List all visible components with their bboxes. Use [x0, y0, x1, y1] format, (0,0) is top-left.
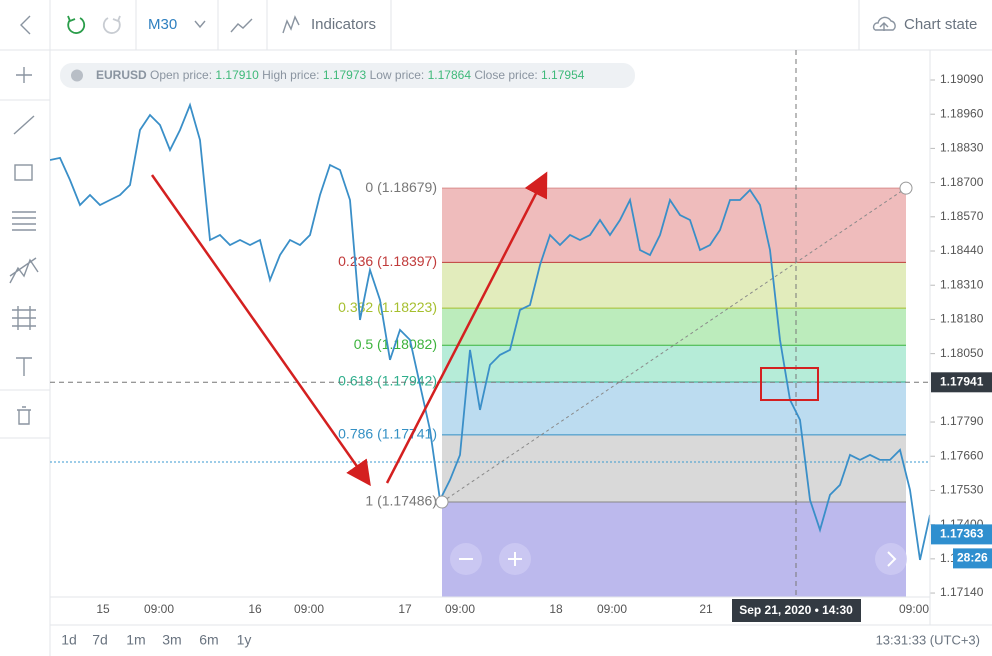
- low-label: Low price:: [370, 68, 425, 82]
- y-tick-label: 1.18440: [940, 243, 984, 257]
- info-line: Open price: 1.17910 High price: 1.17973 …: [150, 68, 585, 82]
- y-tick-label: 1.18960: [940, 106, 984, 120]
- x-tick-label: 15: [96, 602, 110, 616]
- fib-handle[interactable]: [899, 181, 913, 195]
- y-tick-label: 1.18570: [940, 209, 984, 223]
- y-tick-label: 1.17790: [940, 414, 984, 428]
- high-label: High price:: [262, 68, 319, 82]
- pattern-tool[interactable]: [9, 257, 39, 284]
- fib-level-label: 0.786 (1.17741): [338, 426, 437, 442]
- chart-state-icon: [872, 16, 896, 31]
- line-tool[interactable]: [13, 115, 35, 135]
- countdown: 28:26: [957, 551, 988, 565]
- highlight-box: [760, 367, 819, 401]
- y-tick-label: 1.18180: [940, 312, 984, 326]
- price-line: [50, 102, 930, 561]
- timeframe-dropdown[interactable]: [194, 20, 206, 29]
- fib-band: [442, 262, 906, 309]
- close-label: Close price:: [474, 68, 537, 82]
- fib-handle[interactable]: [435, 495, 449, 509]
- undo-button[interactable]: [67, 15, 86, 34]
- fib-band: [442, 434, 906, 503]
- channel-tool[interactable]: [12, 306, 36, 330]
- x-tick-label: 09:00: [597, 602, 627, 616]
- sidebar: [0, 50, 51, 656]
- y-tick-label: 1.17530: [940, 483, 984, 497]
- close-value: 1.17954: [541, 68, 585, 82]
- y-tick-label: 1.18310: [940, 277, 984, 291]
- x-tick-label: 17: [398, 602, 412, 616]
- x-tick-label: 09:00: [144, 602, 174, 616]
- indicators-button[interactable]: Indicators: [311, 16, 376, 33]
- low-value: 1.17864: [428, 68, 472, 82]
- arrow-drawing: [150, 174, 371, 487]
- crosshair-time: Sep 21, 2020 • 14:30: [739, 603, 853, 617]
- range-button[interactable]: 1m: [126, 632, 145, 648]
- arrow-drawing: [385, 171, 548, 484]
- fib-level-label: 0.236 (1.18397): [338, 253, 437, 269]
- zoom-in-icon: [508, 552, 522, 566]
- y-tick-label: 1.18700: [940, 175, 984, 189]
- open-value: 1.17910: [215, 68, 259, 82]
- y-tick-label: 1.18050: [940, 346, 984, 360]
- fib-band: [442, 382, 906, 435]
- fib-band: [442, 188, 906, 263]
- info-bar: [60, 63, 635, 88]
- chart-type-button[interactable]: [230, 18, 253, 33]
- range-button[interactable]: 3m: [162, 632, 181, 648]
- indicators-icon: [282, 15, 300, 34]
- settings-icon[interactable]: [71, 69, 83, 82]
- fib-band: [442, 345, 906, 383]
- fib-level-label: 0.382 (1.18223): [338, 299, 437, 315]
- crosshair-time-box: [732, 599, 861, 622]
- x-tick-label: 16: [248, 602, 262, 616]
- y-tick-label: 1.17660: [940, 448, 984, 462]
- back-button[interactable]: [20, 15, 31, 35]
- x-tick-label: 09:00: [899, 602, 929, 616]
- high-value: 1.17973: [323, 68, 367, 82]
- scroll-right-icon: [887, 551, 897, 567]
- x-tick-label: 18: [549, 602, 563, 616]
- redo-button[interactable]: [102, 15, 121, 34]
- fibonacci-tool[interactable]: [12, 211, 36, 231]
- y-tick-label: 1.18830: [940, 141, 984, 155]
- range-button[interactable]: 7d: [92, 632, 108, 648]
- range-button[interactable]: 6m: [199, 632, 218, 648]
- open-label: Open price:: [150, 68, 212, 82]
- x-tick-label: 09:00: [445, 602, 475, 616]
- toolbar: M30 Indicators Chart state: [0, 0, 992, 51]
- symbol: EURUSD: [96, 68, 147, 82]
- timeframe[interactable]: M30: [148, 16, 177, 33]
- clock: 13:31:33 (UTC+3): [876, 632, 980, 647]
- text-tool[interactable]: [16, 357, 32, 376]
- bid-price-box: [931, 524, 992, 545]
- x-tick-label: 21: [699, 602, 713, 616]
- chart-state-button[interactable]: Chart state: [904, 16, 977, 33]
- scroll-right-button[interactable]: [875, 543, 907, 575]
- range-button[interactable]: 1d: [61, 632, 77, 648]
- countdown-box: [953, 548, 992, 569]
- crosshair-tool[interactable]: [16, 67, 32, 83]
- range-button[interactable]: 1y: [237, 632, 252, 648]
- y-tick-label: 1.19090: [940, 72, 984, 86]
- x-tick-label: 09:00: [294, 602, 324, 616]
- last-price-box: [931, 372, 992, 393]
- delete-tool[interactable]: [17, 406, 31, 425]
- fib-level-label: 1 (1.17486): [365, 493, 437, 509]
- fib-level-label: 0 (1.18679): [365, 179, 437, 195]
- fib-band: [442, 308, 906, 346]
- last-price-label: 1.17941: [940, 374, 984, 388]
- y-tick-label: 1.17140: [940, 585, 984, 599]
- fib-level-label: 0.618 (1.17942): [338, 373, 437, 389]
- rectangle-tool[interactable]: [14, 164, 33, 181]
- bid-price-label: 1.17363: [940, 527, 984, 541]
